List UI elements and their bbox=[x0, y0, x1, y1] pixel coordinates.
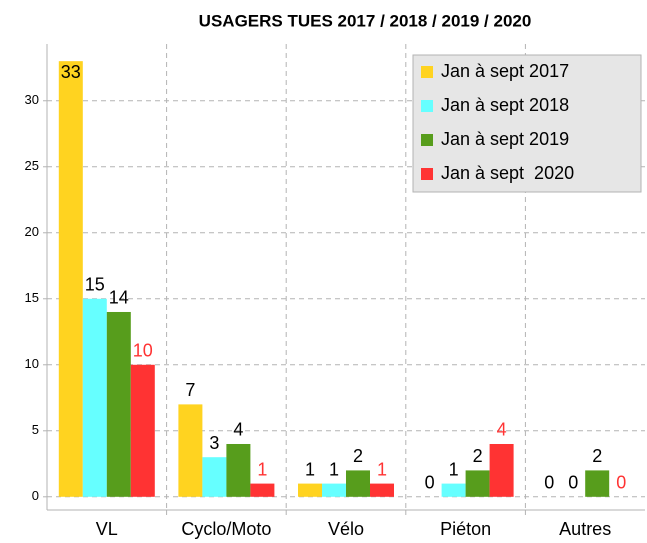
y-tick-label: 0 bbox=[32, 488, 39, 503]
legend-swatch bbox=[421, 100, 433, 112]
legend-swatch bbox=[421, 66, 433, 78]
x-tick-label: VL bbox=[96, 519, 118, 539]
legend-swatch bbox=[421, 168, 433, 180]
data-label: 0 bbox=[616, 473, 626, 493]
bar bbox=[106, 311, 131, 497]
data-label: 4 bbox=[233, 420, 243, 440]
data-label: 4 bbox=[497, 420, 507, 440]
chart-title: USAGERS TUES 2017 / 2018 / 2019 / 2020 bbox=[199, 11, 532, 30]
bar bbox=[58, 61, 83, 497]
data-label: 1 bbox=[377, 459, 387, 479]
data-label: 1 bbox=[449, 459, 459, 479]
data-label: 1 bbox=[257, 459, 267, 479]
bar bbox=[202, 457, 227, 497]
x-tick-label: Piéton bbox=[440, 519, 491, 539]
data-label: 14 bbox=[109, 288, 129, 308]
bar bbox=[441, 483, 466, 497]
bar bbox=[489, 443, 514, 497]
y-tick-label: 10 bbox=[25, 356, 39, 371]
data-label: 7 bbox=[185, 380, 195, 400]
bar bbox=[250, 483, 275, 497]
data-label: 0 bbox=[568, 473, 578, 493]
bar bbox=[298, 483, 322, 497]
y-tick-label: 30 bbox=[25, 92, 39, 107]
y-tick-label: 15 bbox=[25, 290, 39, 305]
y-tick-label: 20 bbox=[25, 224, 39, 239]
bar bbox=[346, 470, 370, 497]
bar bbox=[178, 404, 203, 497]
data-label: 2 bbox=[592, 446, 602, 466]
bar bbox=[82, 298, 107, 497]
bar bbox=[130, 364, 155, 497]
data-label: 0 bbox=[425, 473, 435, 493]
legend-label: Jan à sept 2019 bbox=[441, 129, 569, 149]
bar bbox=[370, 483, 394, 497]
legend-box bbox=[412, 54, 642, 193]
bar bbox=[226, 443, 251, 497]
bar bbox=[322, 483, 346, 497]
data-label: 15 bbox=[85, 275, 105, 295]
data-label: 3 bbox=[209, 433, 219, 453]
data-label: 1 bbox=[305, 459, 315, 479]
x-tick-label: Autres bbox=[559, 519, 611, 539]
bar bbox=[585, 470, 610, 497]
legend-label: Jan à sept 2020 bbox=[441, 163, 574, 183]
data-label: 2 bbox=[473, 446, 483, 466]
data-label: 0 bbox=[544, 473, 554, 493]
y-tick-label: 25 bbox=[25, 158, 39, 173]
data-label: 10 bbox=[133, 341, 153, 361]
y-tick-label: 5 bbox=[32, 422, 39, 437]
data-label: 2 bbox=[353, 446, 363, 466]
x-tick-label: Vélo bbox=[328, 519, 364, 539]
data-label: 1 bbox=[329, 459, 339, 479]
legend-swatch bbox=[421, 134, 433, 146]
data-label: 33 bbox=[61, 62, 81, 82]
x-tick-label: Cyclo/Moto bbox=[181, 519, 271, 539]
legend-label: Jan à sept 2017 bbox=[441, 61, 569, 81]
bar bbox=[465, 470, 490, 497]
legend-label: Jan à sept 2018 bbox=[441, 95, 569, 115]
